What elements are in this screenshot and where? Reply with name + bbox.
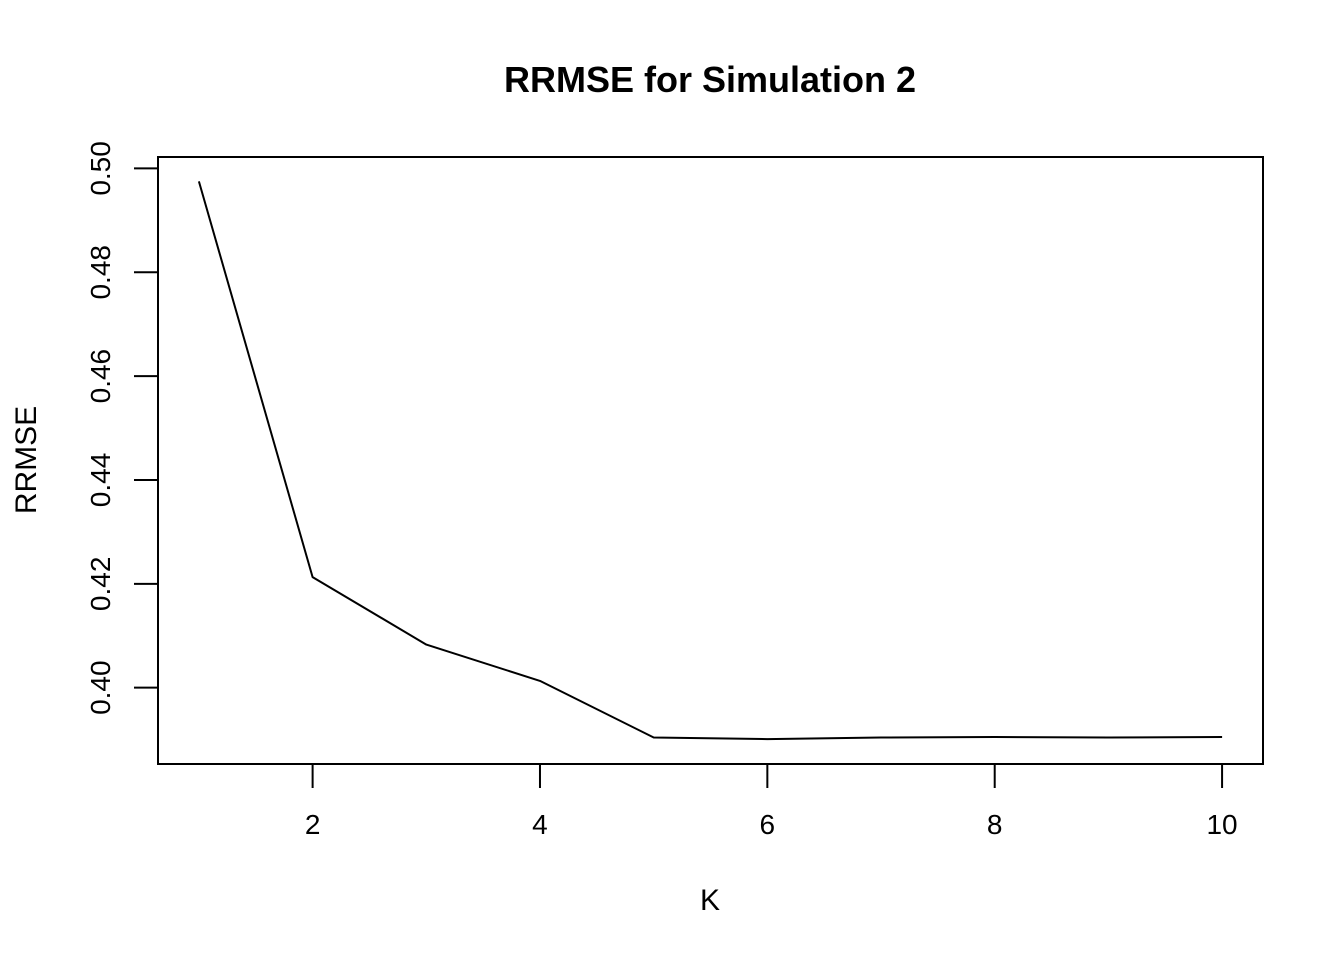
series-layer [197,181,1223,741]
x-axis-label: K [700,884,720,917]
x-tick-label: 2 [305,809,321,840]
y-tick-label: 0.46 [85,349,116,404]
y-tick-label: 0.42 [85,557,116,612]
x-tick-label: 6 [760,809,776,840]
y-tick-label: 0.44 [85,453,116,508]
y-axis-label: RRMSE [10,406,43,514]
x-tick-label: 10 [1206,809,1237,840]
y-tick-label: 0.50 [85,141,116,196]
y-axis: 0.40 0.42 0.44 0.46 0.48 0.50 [85,141,159,715]
chart-title: RRMSE for Simulation 2 [504,59,916,100]
series-line [197,181,1223,741]
y-tick-label: 0.40 [85,660,116,715]
x-tick-label: 4 [532,809,548,840]
plot-frame [157,156,1264,765]
x-tick-label: 8 [987,809,1003,840]
y-tick-label: 0.48 [85,245,116,300]
x-axis: 2 4 6 8 10 [305,763,1238,840]
